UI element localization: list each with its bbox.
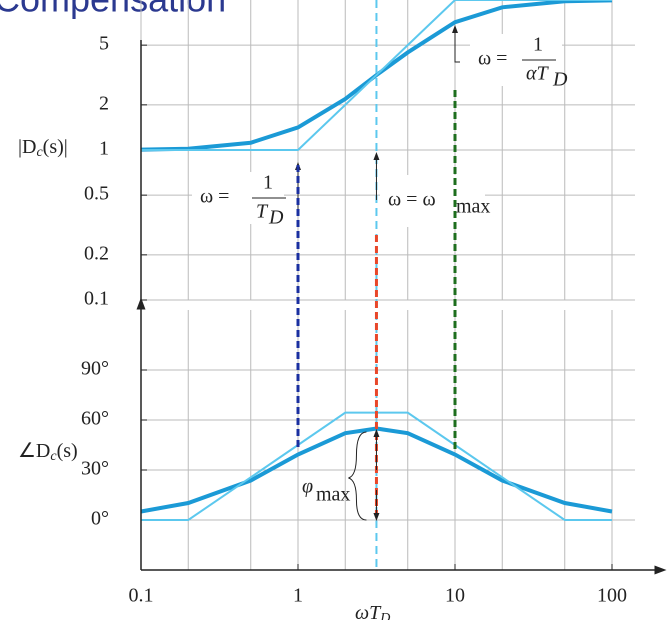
- frac-den-sub: D: [268, 207, 284, 229]
- x-tick-label: 0.1: [129, 585, 154, 607]
- frac-den-sub: D: [552, 69, 568, 91]
- y-tick-label: 5: [99, 33, 109, 55]
- y-label-part: |D: [18, 136, 36, 158]
- x-tick-label: 1: [293, 585, 303, 607]
- y-label-part: (s)|: [43, 136, 68, 158]
- brace: [348, 431, 367, 521]
- annotation: ω =: [200, 186, 229, 208]
- x-label-part: ωT: [355, 602, 382, 620]
- y-label-part: c: [50, 449, 57, 464]
- y-tick-label: 2: [99, 92, 109, 114]
- frac-num: 1: [533, 34, 543, 56]
- y-tick-label: 90°: [81, 358, 109, 380]
- frac-num: 1: [263, 172, 273, 194]
- y-label-part: (s): [57, 440, 78, 462]
- y-tick-label: 0.2: [84, 242, 109, 264]
- chart-title: Compensation: [0, 0, 226, 20]
- arrow: [452, 25, 460, 63]
- annotation-sub: max: [316, 484, 350, 506]
- annotation: φ: [302, 476, 313, 498]
- x-axis-label: ωTD: [355, 602, 390, 620]
- x-label-part: D: [379, 611, 390, 620]
- frac-den: T: [256, 201, 269, 223]
- x-tick-label: 10: [445, 585, 465, 607]
- y-axis-label: ∠Dc(s): [18, 440, 78, 465]
- y-tick-label: 0°: [91, 508, 109, 530]
- frac-den: αT: [526, 63, 549, 85]
- y-tick-label: 30°: [81, 458, 109, 480]
- x-tick-label: 100: [597, 585, 627, 607]
- y-tick-label: 0.1: [84, 288, 109, 310]
- annotation-sub: max: [456, 196, 490, 218]
- y-axis-label: |Dc(s)|: [18, 136, 68, 161]
- label-bg: [380, 175, 485, 227]
- y-label-part: ∠D: [18, 440, 50, 462]
- y-tick-label: 1: [99, 138, 109, 160]
- y-tick-label: 0.5: [84, 183, 109, 205]
- annotation: ω = ω: [388, 189, 436, 211]
- asymptote: [141, 0, 612, 151]
- y-label-part: c: [36, 145, 43, 160]
- y-tick-label: 60°: [81, 408, 109, 430]
- annotation: ω =: [478, 48, 507, 70]
